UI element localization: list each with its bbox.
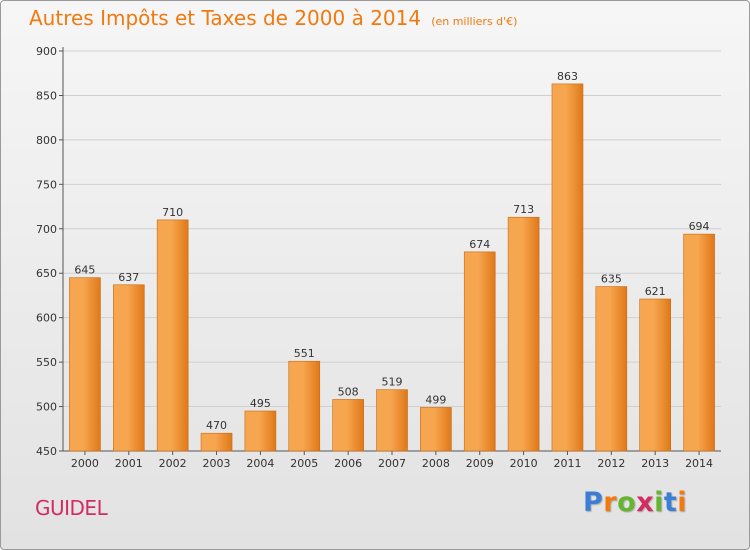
x-tick-label-2012: 2012: [597, 457, 625, 470]
bar-2002: [156, 219, 189, 452]
logo-letter: P: [583, 487, 604, 518]
logo-letter: i: [654, 487, 664, 518]
bar-2012: [595, 286, 628, 452]
data-label-2003: 470: [206, 419, 227, 432]
logo-letter: i: [677, 487, 688, 518]
y-tick-label: 500: [36, 401, 57, 414]
data-label-2000: 645: [74, 264, 95, 277]
x-tick-label-2014: 2014: [685, 457, 713, 470]
y-tick-label: 750: [36, 178, 57, 191]
data-label-2002: 710: [162, 206, 183, 219]
data-label-2009: 674: [469, 238, 490, 251]
chart-title: Autres Impôts et Taxes de 2000 à 2014 (e…: [29, 6, 517, 30]
bar-2010: [507, 216, 540, 452]
data-label-2011: 863: [557, 70, 578, 83]
y-tick-label: 600: [36, 312, 57, 325]
bar-2008: [420, 407, 452, 452]
logo-letter: x: [636, 487, 655, 518]
x-tick-label-2002: 2002: [159, 457, 187, 470]
data-label-2010: 713: [513, 203, 534, 216]
y-tick-label: 450: [36, 445, 57, 458]
y-tick-label: 650: [36, 267, 57, 280]
bar-2013: [639, 298, 672, 452]
y-tick-label: 850: [36, 89, 57, 102]
bar-2011: [551, 83, 584, 452]
bar-2000: [69, 277, 101, 452]
bar-2004: [244, 410, 277, 452]
data-label-2008: 499: [425, 393, 446, 406]
x-tick-label-2009: 2009: [466, 457, 494, 470]
data-label-2014: 694: [689, 220, 710, 233]
x-tick-label-2008: 2008: [422, 457, 450, 470]
x-tick-label-2004: 2004: [246, 457, 274, 470]
chart-title-unit: (en milliers d'€): [431, 15, 518, 28]
data-label-2012: 635: [601, 273, 622, 286]
tick-labels: 450 500 550 600 650 700 750 800 850 900 2000 2001 20…: [36, 45, 713, 470]
x-tick-label-2006: 2006: [334, 457, 362, 470]
data-label-2013: 621: [645, 285, 666, 298]
y-tick-label: 800: [36, 134, 57, 147]
logo-letter: o: [617, 487, 637, 518]
data-labels: 645 637 710 470 495 551 508 519 499 674 713 863 635 6…: [74, 70, 709, 432]
logo-letter: t: [663, 487, 678, 518]
x-tick-label-2003: 2003: [203, 457, 231, 470]
x-tick-label-2001: 2001: [115, 457, 143, 470]
y-tick-label: 900: [36, 45, 57, 58]
bar-2001: [113, 284, 145, 452]
x-tick-label-2007: 2007: [378, 457, 406, 470]
data-label-2007: 519: [382, 376, 403, 389]
x-tick-label-2005: 2005: [290, 457, 318, 470]
bar-2007: [376, 389, 408, 452]
data-label-2004: 495: [250, 397, 271, 410]
chart-title-main: Autres Impôts et Taxes de 2000 à 2014: [29, 6, 422, 30]
data-label-2001: 637: [118, 271, 139, 284]
y-tick-label: 550: [36, 356, 57, 369]
x-tick-label-2013: 2013: [641, 457, 669, 470]
x-tick-label-2010: 2010: [510, 457, 538, 470]
place-name: GUIDEL: [35, 496, 108, 520]
x-tick-label-2011: 2011: [553, 457, 581, 470]
y-tick-label: 700: [36, 223, 57, 236]
bar-2014: [683, 233, 715, 452]
bar-2006: [332, 399, 364, 452]
x-tick-label-2000: 2000: [71, 457, 99, 470]
proxiti-logo: Proxiti: [583, 487, 687, 518]
bars: [69, 83, 715, 452]
bar-2009: [463, 251, 496, 452]
data-label-2006: 508: [338, 385, 359, 398]
bar-2003: [200, 432, 233, 452]
data-label-2005: 551: [294, 347, 315, 360]
logo-letter: r: [603, 487, 618, 518]
bar-2005: [288, 360, 321, 452]
